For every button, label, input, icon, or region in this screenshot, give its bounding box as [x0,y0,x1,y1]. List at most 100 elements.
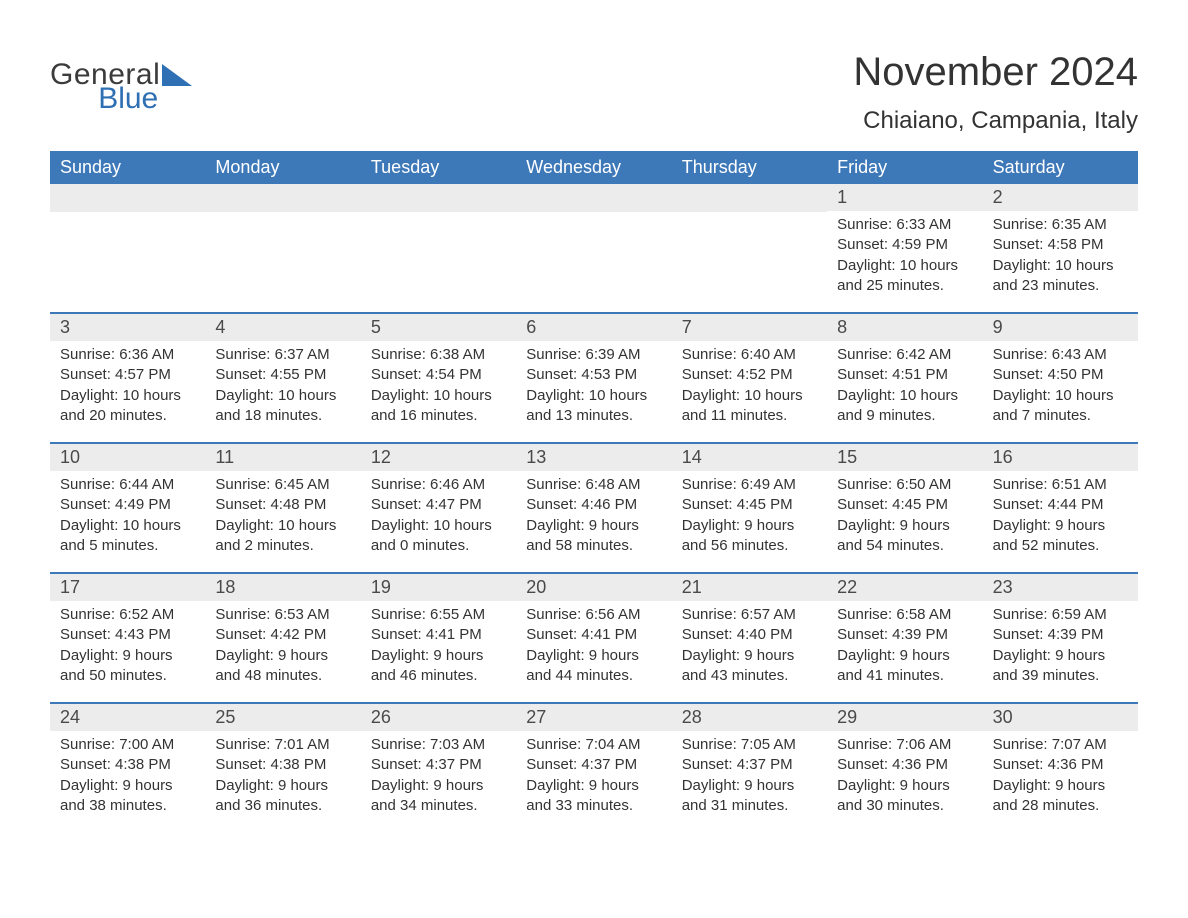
calendar-empty-cell [672,184,827,312]
calendar-day-cell: 9Sunrise: 6:43 AMSunset: 4:50 PMDaylight… [983,314,1138,442]
sunset-text: Sunset: 4:57 PM [60,365,195,385]
day-number: 13 [526,447,546,467]
calendar-day-cell: 10Sunrise: 6:44 AMSunset: 4:49 PMDayligh… [50,444,205,572]
calendar-day-cell: 11 Sunrise: 6:45 AMSunset: 4:48 PMDayligh… [205,444,360,572]
calendar-day-cell: 28Sunrise: 7:05 AMSunset: 4:37 PMDayligh… [672,704,827,832]
day-info: Sunrise: 6:59 AMSunset: 4:39 PMDaylight:… [993,605,1128,686]
day-number-row: 29 [827,704,982,731]
day-info: Sunrise: 6:52 AMSunset: 4:43 PMDaylight:… [60,605,195,686]
day-number-row [50,184,205,212]
day-number: 25 [215,707,235,727]
calendar-day-cell: 14 Sunrise: 6:49 AMSunset: 4:45 PMDayligh… [672,444,827,572]
sunset-text: Sunset: 4:45 PM [837,495,972,515]
daylight-text: Daylight: 9 hours and 28 minutes. [993,776,1128,817]
day-number-row: 25 [205,704,360,731]
day-number-row: 13 [516,444,671,471]
day-number: 18 [215,577,235,597]
day-number-row: 26 [361,704,516,731]
sunset-text: Sunset: 4:58 PM [993,235,1128,255]
day-number: 14 [682,447,702,467]
daylight-text: Daylight: 10 hours and 9 minutes. [837,386,972,427]
sunset-text: Sunset: 4:45 PM [682,495,817,515]
day-number: 3 [60,317,70,337]
sunset-text: Sunset: 4:37 PM [371,755,506,775]
day-number-row: 21 [672,574,827,601]
day-info: Sunrise: 7:03 AMSunset: 4:37 PMDaylight:… [371,735,506,816]
daylight-text: Daylight: 9 hours and 36 minutes. [215,776,350,817]
sunset-text: Sunset: 4:38 PM [215,755,350,775]
sunrise-text: Sunrise: 6:59 AM [993,605,1128,625]
sunrise-text: Sunrise: 6:33 AM [837,215,972,235]
sunset-text: Sunset: 4:52 PM [682,365,817,385]
daylight-text: Daylight: 9 hours and 39 minutes. [993,646,1128,687]
calendar-day-cell: 18Sunrise: 6:53 AMSunset: 4:42 PMDayligh… [205,574,360,702]
day-info: Sunrise: 6:45 AMSunset: 4:48 PMDaylight:… [215,475,350,556]
calendar-day-cell: 26 Sunrise: 7:03 AMSunset: 4:37 PMDayligh… [361,704,516,832]
sunrise-text: Sunrise: 6:35 AM [993,215,1128,235]
sunset-text: Sunset: 4:41 PM [371,625,506,645]
day-number-row: 16 [983,444,1138,471]
sunrise-text: Sunrise: 7:03 AM [371,735,506,755]
day-number-row: 14 [672,444,827,471]
daylight-text: Daylight: 9 hours and 31 minutes. [682,776,817,817]
day-number: 6 [526,317,536,337]
dow-saturday: Saturday [983,151,1138,184]
day-number: 21 [682,577,702,597]
sunrise-text: Sunrise: 6:39 AM [526,345,661,365]
daylight-text: Daylight: 9 hours and 46 minutes. [371,646,506,687]
location-subtitle: Chiaiano, Campania, Italy [853,107,1138,135]
sunset-text: Sunset: 4:47 PM [371,495,506,515]
sunset-text: Sunset: 4:46 PM [526,495,661,515]
day-number-row: 3 [50,314,205,341]
sunrise-text: Sunrise: 6:49 AM [682,475,817,495]
day-number-row: 4 [205,314,360,341]
sunset-text: Sunset: 4:54 PM [371,365,506,385]
brand-logo: General Blue [50,50,192,114]
sunset-text: Sunset: 4:40 PM [682,625,817,645]
daylight-text: Daylight: 9 hours and 30 minutes. [837,776,972,817]
day-number-row: 1 [827,184,982,211]
daylight-text: Daylight: 9 hours and 33 minutes. [526,776,661,817]
day-info: Sunrise: 7:00 AMSunset: 4:38 PMDaylight:… [60,735,195,816]
title-block: November 2024 Chiaiano, Campania, Italy [853,50,1138,145]
day-info: Sunrise: 6:58 AMSunset: 4:39 PMDaylight:… [837,605,972,686]
day-info: Sunrise: 7:06 AMSunset: 4:36 PMDaylight:… [837,735,972,816]
calendar-day-cell: 16Sunrise: 6:51 AMSunset: 4:44 PMDayligh… [983,444,1138,572]
day-number-row: 18 [205,574,360,601]
sunset-text: Sunset: 4:48 PM [215,495,350,515]
day-number: 15 [837,447,857,467]
day-info: Sunrise: 6:49 AMSunset: 4:45 PMDaylight:… [682,475,817,556]
day-number-row: 11 [205,444,360,471]
daylight-text: Daylight: 10 hours and 2 minutes. [215,516,350,557]
sunrise-text: Sunrise: 7:01 AM [215,735,350,755]
sunrise-text: Sunrise: 6:52 AM [60,605,195,625]
day-number: 22 [837,577,857,597]
sunset-text: Sunset: 4:53 PM [526,365,661,385]
calendar-day-cell: 13Sunrise: 6:48 AMSunset: 4:46 PMDayligh… [516,444,671,572]
calendar-day-cell: 22 Sunrise: 6:58 AMSunset: 4:39 PMDayligh… [827,574,982,702]
sunset-text: Sunset: 4:37 PM [526,755,661,775]
calendar-day-cell: 5Sunrise: 6:38 AMSunset: 4:54 PMDaylight… [361,314,516,442]
daylight-text: Daylight: 9 hours and 38 minutes. [60,776,195,817]
calendar-week: 24Sunrise: 7:00 AMSunset: 4:38 PMDayligh… [50,702,1138,832]
calendar-day-cell: 7Sunrise: 6:40 AMSunset: 4:52 PMDaylight… [672,314,827,442]
day-number: 16 [993,447,1013,467]
day-of-week-header: Sunday Monday Tuesday Wednesday Thursday… [50,151,1138,184]
day-number: 28 [682,707,702,727]
sunrise-text: Sunrise: 6:44 AM [60,475,195,495]
calendar-day-cell: 3Sunrise: 6:36 AMSunset: 4:57 PMDaylight… [50,314,205,442]
sunrise-text: Sunrise: 6:37 AM [215,345,350,365]
day-number-row [361,184,516,212]
day-number: 26 [371,707,391,727]
day-number-row: 28 [672,704,827,731]
daylight-text: Daylight: 10 hours and 0 minutes. [371,516,506,557]
calendar-day-cell: 2Sunrise: 6:35 AMSunset: 4:58 PMDaylight… [983,184,1138,312]
day-number: 5 [371,317,381,337]
day-number-row: 9 [983,314,1138,341]
day-number-row: 20 [516,574,671,601]
day-info: Sunrise: 6:46 AMSunset: 4:47 PMDaylight:… [371,475,506,556]
calendar-day-cell: 21Sunrise: 6:57 AMSunset: 4:40 PMDayligh… [672,574,827,702]
calendar-day-cell: 30Sunrise: 7:07 AMSunset: 4:36 PMDayligh… [983,704,1138,832]
daylight-text: Daylight: 10 hours and 16 minutes. [371,386,506,427]
day-number: 29 [837,707,857,727]
